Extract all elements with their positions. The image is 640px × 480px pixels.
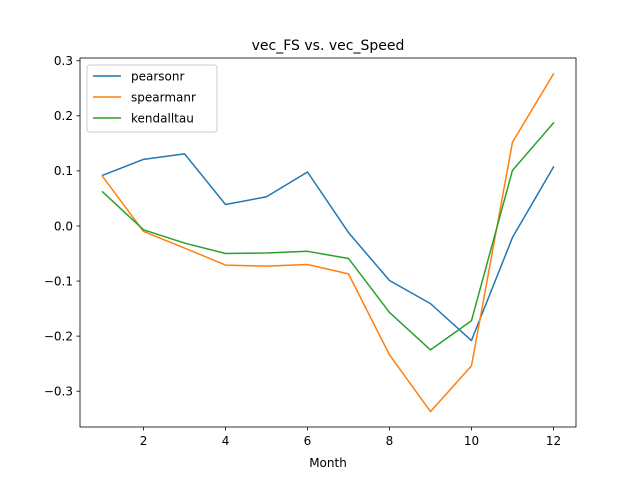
x-axis: 2 4 6 8 10 12 [140,427,561,448]
legend-box [86,64,218,133]
legend-label-pearsonr: pearsonr [131,69,184,83]
series-line-spearmanr [101,72,555,413]
legend: pearsonr spearmanr kendalltau [86,64,218,133]
x-tick-label: 6 [304,434,312,448]
y-tick-label: 0.0 [54,219,73,233]
series-line-kendalltau [101,121,555,351]
x-axis-label: Month [309,456,347,470]
x-tick-label: 2 [140,434,148,448]
y-tick-label: 0.2 [54,109,73,123]
y-tick-label: −0.1 [44,274,73,288]
series-line-pearsonr [101,153,555,342]
x-tick-label: 4 [222,434,230,448]
y-tick-label: 0.1 [54,164,73,178]
x-tick-label: 12 [546,434,561,448]
plot-lines [101,72,555,413]
y-tick-label: 0.3 [54,54,73,68]
legend-label-spearmanr: spearmanr [131,90,196,104]
x-tick-label: 10 [464,434,479,448]
y-axis: −0.3 −0.2 −0.1 0.0 0.1 0.2 0.3 [44,54,80,399]
x-tick-label: 8 [386,434,394,448]
y-tick-label: −0.3 [44,385,73,399]
chart-title: vec_FS vs. vec_Speed [252,38,405,54]
plot-frame [79,57,577,428]
legend-label-kendalltau: kendalltau [131,111,194,125]
y-tick-label: −0.2 [44,329,73,343]
